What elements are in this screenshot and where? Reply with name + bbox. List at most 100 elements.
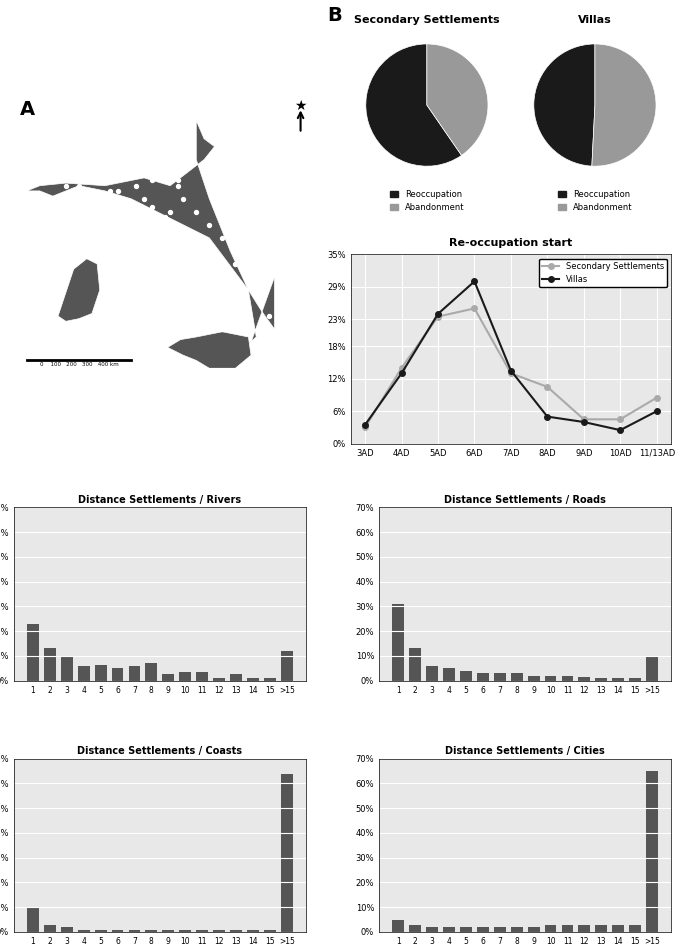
Reoccupation Settlements [543, 381, 551, 393]
Bar [213, 929, 225, 932]
Legend: Reoccupation, Abandonment: Reoccupation, Abandonment [554, 186, 636, 216]
Bar [527, 676, 540, 681]
Bar [281, 773, 292, 932]
Villas [361, 419, 369, 431]
Point [177, 243, 188, 259]
Title: Distance Settlements / Coasts: Distance Settlements / Coasts [77, 747, 242, 756]
Villas [580, 417, 588, 428]
Bar [612, 924, 624, 932]
Point [99, 204, 110, 220]
Point [217, 230, 228, 245]
Title: Secondary Settlements: Secondary Settlements [354, 15, 500, 25]
Bar [545, 676, 556, 681]
Bar [393, 920, 404, 932]
Bar [562, 676, 573, 681]
Bar [426, 666, 438, 681]
Point [138, 269, 149, 284]
Bar [247, 929, 259, 932]
Wedge shape [366, 44, 462, 166]
Bar [477, 673, 489, 681]
Point [60, 178, 71, 193]
Point [34, 191, 45, 206]
Point [151, 230, 162, 245]
Bar [78, 666, 90, 681]
Point [60, 165, 71, 181]
Bar [78, 929, 90, 932]
Point [217, 321, 228, 337]
Point [157, 165, 168, 181]
Bar [578, 677, 590, 681]
Villas [397, 368, 406, 379]
Reoccupation Settlements [507, 368, 515, 379]
Point [73, 178, 84, 193]
Point [79, 157, 90, 172]
Text: 0    100   200   300   400 km: 0 100 200 300 400 km [40, 361, 119, 367]
Bar [230, 929, 242, 932]
Point [251, 335, 262, 350]
Point [191, 204, 202, 220]
Legend: Secondary Settlements, Villas: Secondary Settlements, Villas [539, 259, 667, 287]
Point [225, 308, 236, 323]
Line: Reoccupation Settlements: Reoccupation Settlements [362, 305, 660, 430]
Bar [179, 672, 191, 681]
Wedge shape [592, 44, 656, 166]
Bar [443, 669, 455, 681]
Bar [129, 666, 140, 681]
Bar [162, 674, 174, 681]
Bar [409, 924, 421, 932]
Bar [27, 907, 39, 932]
Bar [196, 672, 208, 681]
Text: ★: ★ [295, 99, 307, 112]
Line: Villas: Villas [362, 279, 660, 433]
Bar [460, 670, 472, 681]
Bar [646, 656, 658, 681]
Reoccupation Settlements [580, 414, 588, 425]
Reoccupation Settlements [653, 392, 661, 403]
Point [177, 191, 188, 206]
Point [164, 152, 175, 167]
Bar [129, 929, 140, 932]
Bar [281, 650, 292, 681]
Point [125, 126, 136, 141]
Point [164, 257, 175, 272]
Wedge shape [534, 44, 595, 166]
Bar [27, 624, 39, 681]
Villas [507, 365, 515, 377]
Point [125, 217, 136, 232]
Bar [409, 649, 421, 681]
Villas [653, 405, 661, 417]
Reoccupation Settlements [471, 302, 479, 314]
Bar [145, 929, 158, 932]
Bar [61, 927, 73, 932]
Reoccupation Settlements [434, 311, 442, 322]
Bar [44, 649, 55, 681]
Bar [646, 771, 658, 932]
Bar [511, 673, 523, 681]
Bar [162, 929, 174, 932]
Bar [196, 929, 208, 932]
Point [209, 262, 220, 277]
Bar [511, 927, 523, 932]
Point [173, 173, 184, 188]
Title: Distance Settlements / Cities: Distance Settlements / Cities [445, 747, 605, 756]
Point [138, 191, 149, 206]
Bar [460, 927, 472, 932]
Bar [230, 674, 242, 681]
Point [112, 139, 123, 154]
Point [105, 184, 116, 199]
Bar [95, 665, 107, 681]
Bar [247, 678, 259, 681]
Villas [434, 308, 442, 320]
Point [138, 131, 149, 146]
Bar [95, 929, 107, 932]
Polygon shape [58, 259, 100, 321]
Text: B: B [327, 6, 342, 25]
Bar [426, 927, 438, 932]
Point [151, 139, 162, 154]
Bar [264, 929, 276, 932]
Text: A: A [20, 100, 35, 119]
Legend: Reoccupation, Abandonment: Reoccupation, Abandonment [386, 186, 467, 216]
Polygon shape [168, 332, 251, 368]
Point [86, 184, 97, 199]
Text: 40,4%: 40,4% [491, 80, 525, 90]
